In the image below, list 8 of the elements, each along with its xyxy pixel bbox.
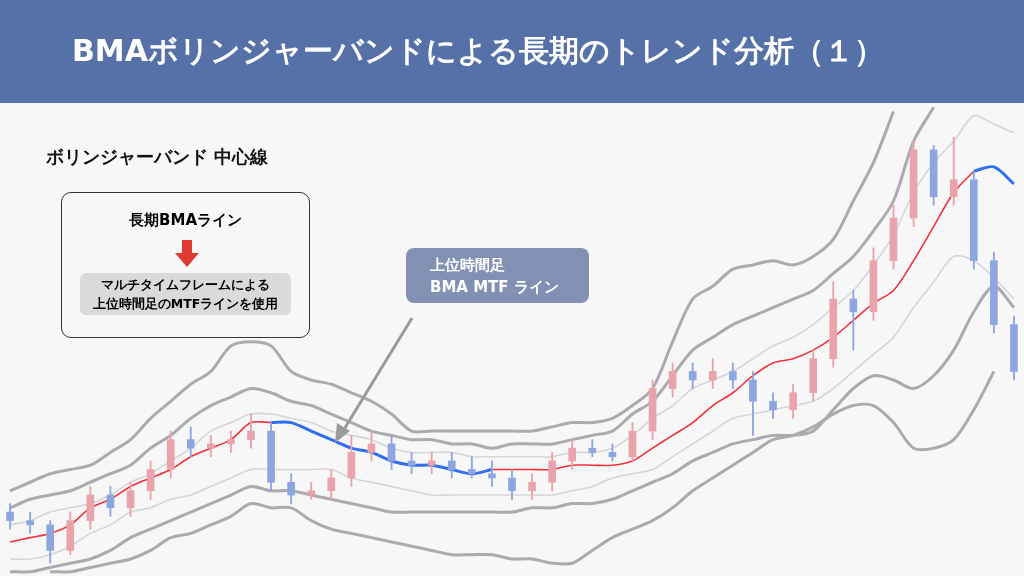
chart-title: BMAボリンジャーバンドによる長期のトレンド分析（１）	[72, 32, 884, 70]
annotation: 上位時間足のMTFラインを使用	[91, 295, 280, 313]
note-box: 長期BMAライン マルチタイムフレームによる 上位時間足のMTFラインを使用	[61, 192, 310, 338]
annotation: 長期BMAライン	[128, 211, 243, 230]
annotation: 上位時間足 BMA MTF ライン	[430, 255, 560, 298]
callout-box: 上位時間足 BMA MTF ライン	[406, 248, 589, 303]
annotation: ボリンジャーバンド 中心線	[46, 145, 269, 169]
annotation: マルチタイムフレームによる	[100, 276, 271, 294]
